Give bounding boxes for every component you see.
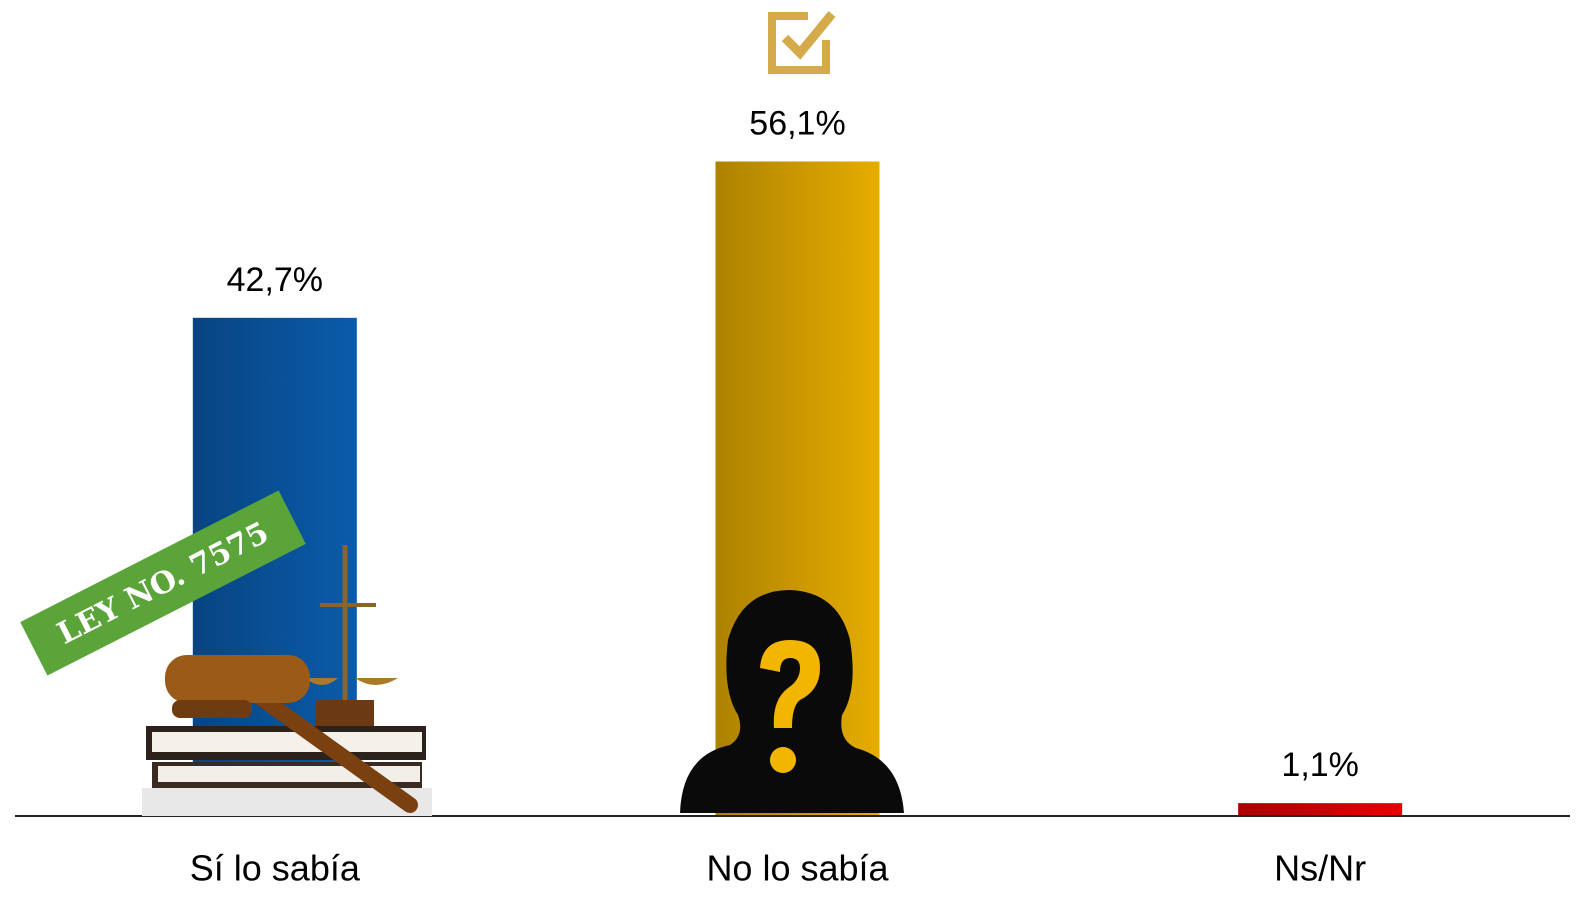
silhouette	[680, 590, 904, 813]
check-icon	[768, 11, 836, 74]
value-label: 42,7%	[227, 261, 323, 299]
x-tick-label: Ns/Nr	[1274, 848, 1366, 889]
bar-shade	[1238, 803, 1403, 816]
labels: Sí lo sabía 42,7% No lo sabía 56,1% Ns/Nr 1,1…	[190, 104, 1366, 888]
value-label: 56,1%	[749, 104, 845, 142]
value-label: 1,1%	[1281, 746, 1359, 784]
x-tick-label: Sí lo sabía	[190, 848, 361, 889]
gavel-image	[142, 545, 432, 816]
x-tick-label: No lo sabía	[706, 848, 889, 889]
